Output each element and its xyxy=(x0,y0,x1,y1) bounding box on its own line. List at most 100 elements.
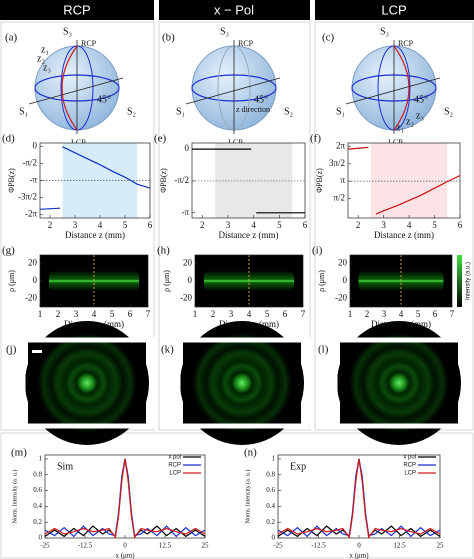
x-tick-label: 6 xyxy=(148,220,153,230)
plot-frame xyxy=(194,254,304,308)
plot-frame xyxy=(39,254,149,308)
x-tick-label: 12.5 xyxy=(393,542,406,550)
y-tick-label: 0 xyxy=(272,534,276,542)
x-tick-label: 1 xyxy=(38,309,43,319)
x-tick-label: 6 xyxy=(303,220,308,230)
x-tick-label: 4 xyxy=(98,220,103,230)
header: LCP xyxy=(381,2,406,17)
panel-label: (m) xyxy=(11,447,27,459)
x-tick-label: 2 xyxy=(48,220,53,230)
sphere-label: LCP xyxy=(71,138,86,147)
y-tick-label: 2π xyxy=(336,141,346,151)
x-tick-label: 3 xyxy=(73,220,78,230)
sphere-label: z₃ xyxy=(43,62,51,73)
x-tick-label: 4 xyxy=(399,309,404,319)
panel-label: (d) xyxy=(2,133,15,145)
profile-line xyxy=(44,458,206,539)
y-tick-label: 0.4 xyxy=(33,502,42,510)
y-tick-label: 0.2 xyxy=(33,518,42,526)
sphere-label: S₃ xyxy=(380,26,389,37)
x-tick-label: 25 xyxy=(202,542,210,550)
x-axis-label: Distance z (mm) xyxy=(219,230,279,240)
annotation: Exp xyxy=(290,461,306,472)
y-tick-label: π/2 xyxy=(333,193,345,203)
axis xyxy=(185,77,281,105)
sphere-label: S₂ xyxy=(284,106,293,117)
plot-frame xyxy=(39,142,151,219)
y-tick-label: -π/2 xyxy=(22,157,37,167)
y-tick-label: 20 xyxy=(338,258,348,268)
panel-label: (e) xyxy=(154,133,167,145)
x-tick-label: 5 xyxy=(265,309,270,319)
x-tick-label: -25 xyxy=(40,542,50,550)
legend-label: RCP xyxy=(168,463,181,469)
annotation: Sim xyxy=(57,461,73,472)
y-tick-label: -π/2 xyxy=(174,175,189,185)
y-tick-label: 20 xyxy=(183,258,193,268)
phase-line xyxy=(375,174,461,215)
legend-label: x pol xyxy=(168,455,181,461)
panel-label: (c) xyxy=(322,32,335,44)
x-tick-label: 4 xyxy=(407,220,412,230)
x-tick-label: 6 xyxy=(128,309,133,319)
x-tick-label: 1 xyxy=(193,309,198,319)
column-headers: RCP x − Pol LCP xyxy=(0,0,474,20)
y-tick-label: 20 xyxy=(28,258,38,268)
sphere-label: S₂ xyxy=(444,106,453,117)
sphere-label: z direction xyxy=(236,105,270,114)
plot-frame xyxy=(349,254,453,308)
beam-rings xyxy=(25,321,149,445)
x-tick-label: 3 xyxy=(381,220,386,230)
sphere-label: RCP xyxy=(81,39,97,48)
x-tick-label: 3 xyxy=(382,309,387,319)
y-tick-label: 1 xyxy=(39,455,43,463)
beam-rings xyxy=(180,321,304,445)
header: x − Pol xyxy=(214,2,254,17)
x-tick-label: 2 xyxy=(356,220,361,230)
sphere-label: z₂ xyxy=(406,116,414,127)
sphere-label: z₁ xyxy=(41,44,49,55)
panel-label: (h) xyxy=(157,245,170,257)
x-tick-label: -12.5 xyxy=(311,542,326,550)
x-axis-label: Distance z (mm) xyxy=(371,319,431,329)
sphere-label: LCP xyxy=(228,138,243,147)
panel-label: (k) xyxy=(161,344,174,356)
header: RCP xyxy=(63,2,90,17)
trajectory xyxy=(393,45,410,131)
y-tick-label: 0.4 xyxy=(266,502,275,510)
legend-label: x pol xyxy=(403,455,416,461)
axis xyxy=(345,77,441,105)
y-axis-label: Norm. Intensity (a. u.) xyxy=(244,470,251,524)
x-tick-label: 7 xyxy=(146,309,151,319)
y-axis-label: ΦPB(z) xyxy=(7,168,16,193)
phase-line xyxy=(62,146,151,189)
x-axis-label: x (μm) xyxy=(115,552,135,559)
y-tick-label: -20 xyxy=(180,292,192,302)
phase-line xyxy=(347,146,369,150)
y-axis-label: ρ (μm) xyxy=(7,270,16,292)
legend-label: RCP xyxy=(403,463,416,469)
y-tick-label: 0 xyxy=(343,275,348,285)
y-tick-label: 0.2 xyxy=(266,518,275,526)
x-tick-label: 7 xyxy=(450,309,455,319)
x-tick-label: 2 xyxy=(200,220,205,230)
x-tick-label: 3 xyxy=(229,309,234,319)
plot-frame xyxy=(191,142,306,219)
y-tick-label: 0 xyxy=(188,275,193,285)
sphere-label: 45° xyxy=(97,94,111,105)
y-tick-label: 0 xyxy=(33,140,38,150)
x-tick-label: 2 xyxy=(211,309,216,319)
y-tick-label: 0 xyxy=(33,275,38,285)
x-tick-label: 2 xyxy=(365,309,370,319)
x-tick-label: 25 xyxy=(437,542,445,550)
sphere-label: 45° xyxy=(414,94,428,105)
panel-label: (l) xyxy=(318,344,329,356)
plot-frame xyxy=(277,454,441,539)
y-tick-label: 0.6 xyxy=(266,486,275,494)
sphere-label: z₂ xyxy=(37,53,45,64)
x-tick-label: 5 xyxy=(277,220,282,230)
sphere-label: S₃ xyxy=(220,26,229,37)
x-tick-label: 0 xyxy=(357,542,361,550)
beam-frame xyxy=(175,337,311,429)
